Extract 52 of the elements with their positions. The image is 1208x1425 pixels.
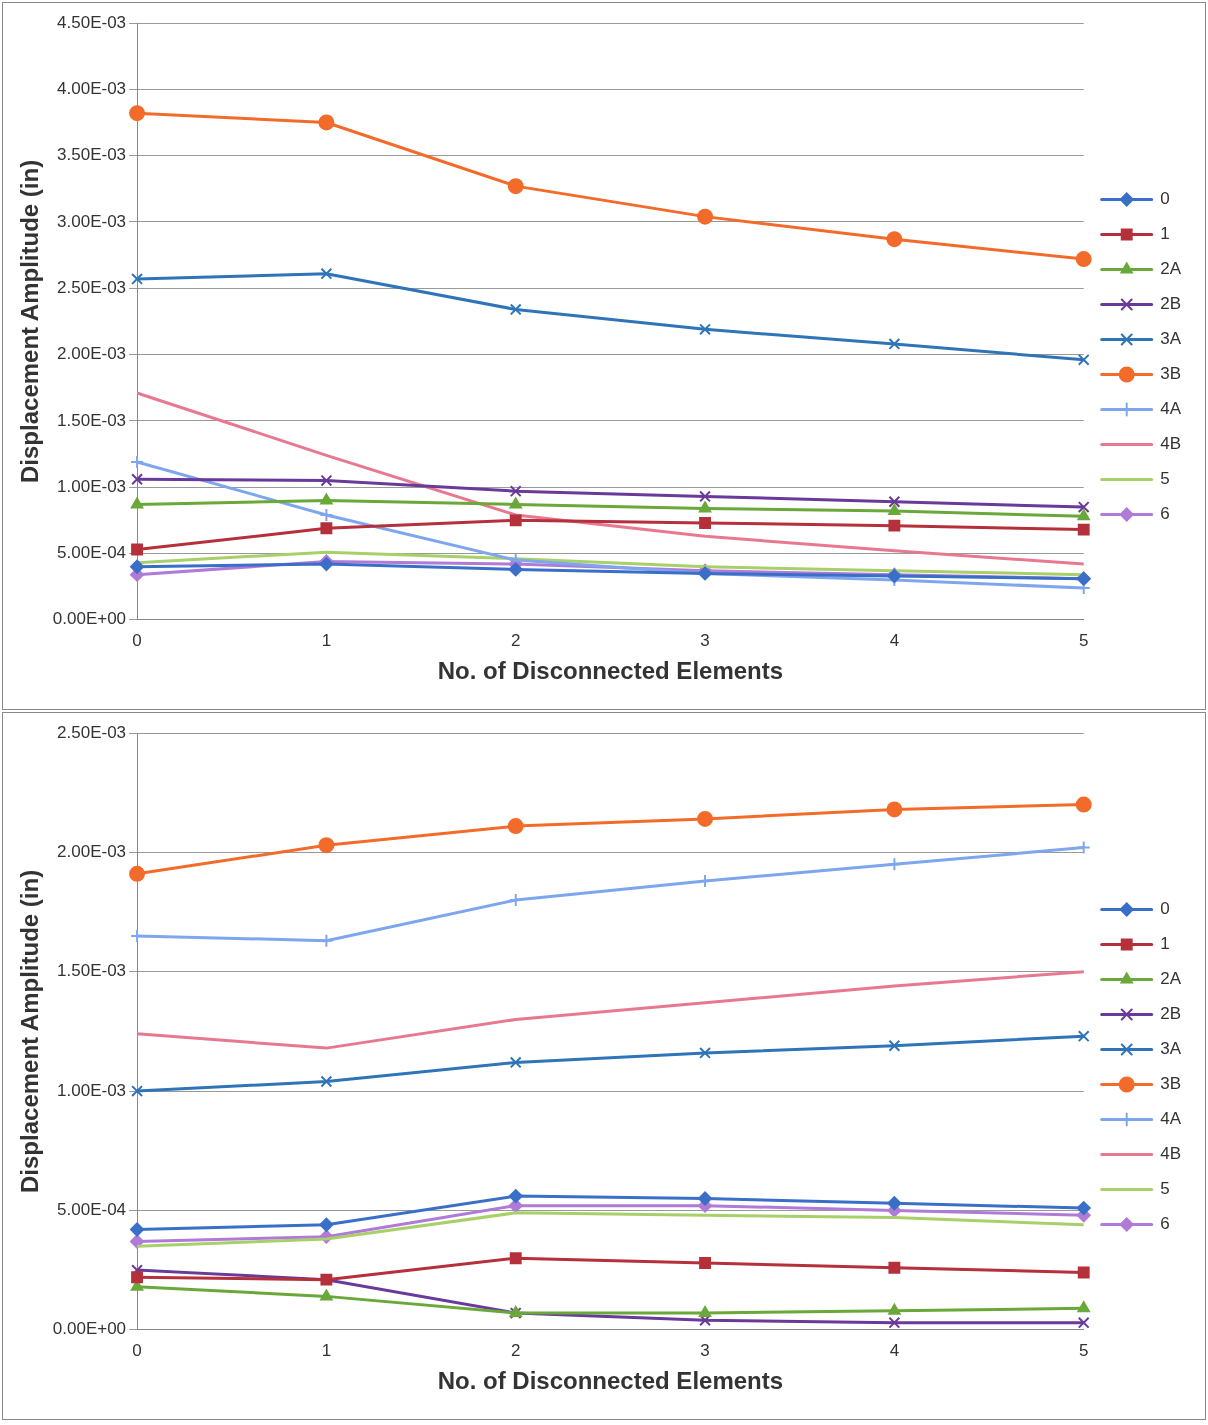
y-tick-label: 4.00E-03 [57, 79, 127, 98]
y-tick-label: 4.50E-03 [57, 12, 127, 32]
x-tick-label: 0 [132, 1340, 142, 1360]
legend-label: 3B [1160, 1074, 1181, 1094]
y-tick-label: 2.00E-03 [57, 344, 127, 364]
legend-label: 5 [1160, 1179, 1170, 1199]
x-tick-label: 5 [1078, 1340, 1089, 1360]
legend-label: 1 [1160, 224, 1170, 244]
x-tick-label: 2 [510, 630, 521, 650]
x-tick-label: 3 [700, 1340, 710, 1360]
legend-label: 1 [1160, 934, 1170, 954]
y-tick-label: 3.50E-03 [57, 145, 127, 165]
y-tick-label: 2.50E-03 [57, 277, 127, 297]
y-tick-label: 1.50E-03 [57, 410, 127, 430]
legend-label: 6 [1160, 504, 1170, 524]
x-tick-label: 4 [889, 630, 900, 650]
legend-label: 0 [1160, 899, 1170, 919]
y-tick-label: 1.00E-03 [57, 476, 127, 496]
legend-label: 0 [1160, 189, 1170, 209]
y-tick-label: 3.00E-03 [57, 211, 127, 231]
y-tick-label: 1.50E-03 [57, 961, 127, 981]
y-tick-label: 5.00E-04 [57, 543, 127, 563]
legend-label: 2A [1160, 259, 1182, 279]
y-tick-label: 0.00E+00 [52, 609, 127, 629]
y-axis-title: Displacement Amplitude (in) [16, 159, 44, 483]
legend-label: 5 [1160, 469, 1170, 489]
y-tick-label: 0.00E+00 [52, 1319, 127, 1339]
y-tick-label: 1.00E-03 [57, 1080, 127, 1100]
x-tick-label: 5 [1078, 630, 1089, 650]
x-tick-label: 4 [889, 1340, 900, 1360]
legend-label: 3A [1160, 1039, 1182, 1059]
legend-label: 2B [1160, 294, 1181, 314]
y-tick-label: 2.00E-03 [57, 842, 127, 862]
x-tick-label: 0 [132, 630, 142, 650]
x-tick-label: 2 [510, 1340, 521, 1360]
y-tick-label: 2.50E-03 [57, 722, 127, 742]
y-axis-title: Displacement Amplitude (in) [16, 869, 44, 1193]
legend-label: 4A [1160, 399, 1182, 419]
legend-label: 4B [1160, 434, 1181, 454]
x-tick-label: 1 [321, 630, 332, 650]
x-axis-title: No. of Disconnected Elements [437, 657, 784, 685]
legend-label: 2A [1160, 969, 1182, 989]
legend-label: 6 [1160, 1214, 1170, 1234]
legend-label: 3B [1160, 364, 1181, 384]
x-axis-title: No. of Disconnected Elements [437, 1367, 784, 1395]
x-tick-label: 1 [321, 1340, 332, 1360]
y-tick-label: 5.00E-04 [57, 1200, 127, 1220]
legend-label: 4B [1160, 1144, 1181, 1164]
legend-label: 2B [1160, 1004, 1181, 1024]
x-tick-label: 3 [700, 630, 710, 650]
legend-label: 4A [1160, 1109, 1182, 1129]
legend-label: 3A [1160, 329, 1182, 349]
